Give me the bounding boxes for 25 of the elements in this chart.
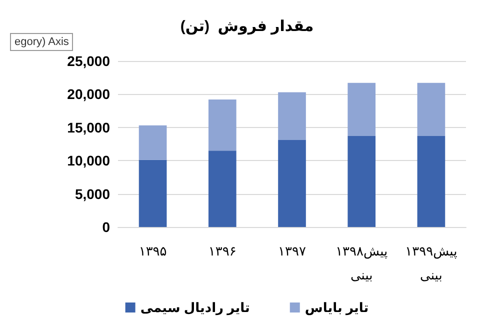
legend-label: تایر رادیال سیمی <box>140 300 250 316</box>
y-tick-label: 10,000 <box>67 152 110 169</box>
y-tick-label: 25,000 <box>67 53 110 69</box>
x-tick-label: ۱۳۹۹پیش بینی <box>405 244 458 282</box>
bar <box>417 136 446 227</box>
x-tick-label: ۱۳۹۵ <box>138 244 167 258</box>
chart-title: مقدار فروش (تن) <box>180 18 314 35</box>
y-tick-label: 15,000 <box>67 119 110 136</box>
y-tick-label: 20,000 <box>67 86 110 102</box>
bar <box>417 82 446 136</box>
bar <box>278 92 306 140</box>
x-tick-label: ۱۳۹۶ <box>208 244 236 258</box>
legend-label: تایر بایاس <box>304 300 369 316</box>
bar <box>208 150 236 227</box>
bar <box>278 140 306 227</box>
x-tick-label: ۱۳۹۸پیش بینی <box>336 244 388 282</box>
bar <box>138 125 167 160</box>
y-tick-label: 0 <box>102 219 110 235</box>
bar <box>348 136 376 227</box>
y-tick-label: 5,000 <box>74 186 110 202</box>
text: egory) Axis <box>14 36 70 48</box>
bar <box>138 160 167 227</box>
bar <box>208 100 236 151</box>
x-tick-label: ۱۳۹۷ <box>278 244 306 258</box>
bar <box>348 82 376 136</box>
